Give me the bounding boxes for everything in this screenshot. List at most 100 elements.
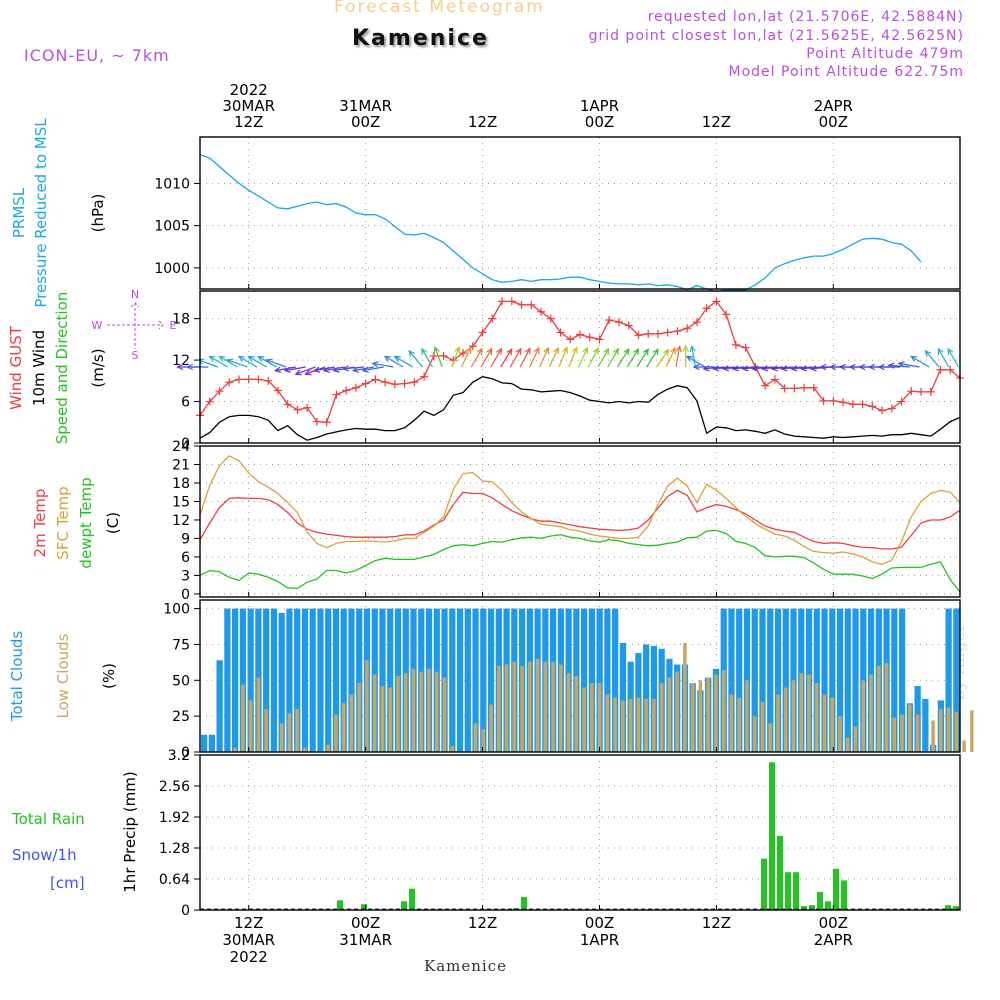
low-clouds-bar	[559, 664, 563, 752]
total-clouds-bar	[309, 608, 316, 752]
low-clouds-bar	[752, 716, 757, 752]
gust-marker	[478, 328, 487, 337]
bottom-time-label: 00Z	[351, 914, 380, 932]
wind-arrow-head	[887, 362, 895, 369]
temp-2m-label: 2m Temp	[31, 489, 49, 558]
forecast-title: Forecast Meteogram	[334, 0, 545, 17]
sfc-temp-line	[199, 455, 961, 565]
wind-arrow-head	[623, 348, 630, 356]
gust-marker	[517, 300, 526, 309]
precip-y-tick-label: 2.56	[159, 779, 190, 795]
total-clouds-bar	[774, 608, 782, 752]
gust-marker	[400, 379, 409, 388]
wind-arrow-head	[909, 355, 918, 362]
total-clouds-bar	[759, 608, 766, 752]
low-clouds-bar	[566, 673, 571, 752]
gust-marker	[576, 330, 584, 339]
wind-arrow-shaft	[314, 366, 336, 372]
wind-direction-arrow	[597, 347, 610, 368]
wind-direction-arrow	[947, 347, 960, 368]
wind-arrow-shaft	[539, 347, 549, 368]
total-clouds-bar	[379, 608, 386, 752]
wind-direction-arrow	[408, 349, 424, 368]
wind-arrow-shaft	[898, 362, 920, 368]
wind-arrow-shaft	[691, 346, 697, 368]
rain-bar	[793, 872, 799, 910]
low-clouds-bar	[520, 665, 524, 752]
wind-arrow-shaft	[888, 364, 910, 368]
low-clouds-bar	[706, 677, 710, 752]
low-clouds-bar	[714, 674, 718, 752]
wind-arrow-head	[185, 363, 193, 371]
wind-arrow-shaft	[323, 366, 345, 372]
wind-arrow-head	[247, 355, 255, 362]
rain-bar	[801, 906, 807, 910]
wind-arrow-shaft	[686, 355, 706, 368]
gust-marker	[264, 376, 273, 385]
gust-marker	[459, 349, 468, 358]
grid-point-coords: grid point closest lon,lat (21.5625E, 42…	[588, 28, 964, 44]
gust-marker	[351, 383, 360, 392]
rain-bar	[409, 888, 415, 910]
rain-bar	[361, 904, 367, 910]
gust-marker	[507, 297, 516, 306]
low-clouds-bar	[295, 708, 299, 752]
wind-direction-arrow	[924, 349, 940, 368]
low-clouds-bar	[628, 698, 633, 752]
gust-marker	[283, 400, 292, 409]
low-clouds-bar	[768, 723, 772, 752]
wind-arrow-head	[592, 347, 599, 355]
rain-bar	[777, 835, 783, 910]
temperature-y-tick-label: 12	[172, 513, 190, 529]
wind-arrow-head	[433, 345, 440, 354]
gust-marker	[234, 375, 243, 384]
low-clouds-bar	[799, 673, 803, 752]
wind-arrow-shaft	[937, 348, 950, 368]
total-clouds-bar	[604, 608, 611, 752]
total-clouds-bar	[922, 698, 929, 752]
wind-direction-arrow	[646, 348, 659, 368]
wind-arrow-head	[937, 347, 944, 355]
wind-arrow-head	[682, 344, 689, 352]
pressure-reduced-to-msl-line	[199, 154, 922, 293]
top-time-label: 12Z	[702, 113, 731, 131]
rain-label: Total Rain	[11, 810, 85, 828]
clouds-unit-label: (%)	[100, 663, 118, 689]
wind-arrow-head	[208, 355, 216, 362]
low-clouds-bar	[946, 707, 951, 752]
total-clouds-bar	[472, 608, 479, 752]
gust-marker	[761, 381, 770, 390]
wind-arrow-shaft	[451, 347, 460, 368]
top-time-label: 2APR	[814, 97, 853, 115]
low-clouds-bar	[931, 720, 935, 752]
gust-marker	[809, 383, 818, 392]
temperature-y-tick-label: 24	[172, 439, 190, 455]
wind-direction-arrow	[451, 345, 461, 368]
low-clouds-bar	[838, 716, 842, 752]
wind-arrow-shaft	[384, 355, 404, 368]
total-clouds-bar	[325, 608, 332, 752]
wind-direction-arrow	[887, 362, 910, 369]
gust-marker	[303, 403, 312, 412]
low-clouds-bar	[853, 726, 858, 752]
pressure-panel: 1000 1005 1010	[154, 136, 961, 293]
gust-marker	[800, 383, 809, 392]
total-clouds-bar	[728, 608, 735, 752]
temp-sfc-label: SFC Temp	[54, 486, 72, 559]
total-clouds-bar	[588, 608, 596, 752]
wind-direction-arrow	[361, 366, 384, 373]
wind-direction-arrow	[509, 347, 522, 368]
snow-label: Snow/1h	[12, 846, 77, 864]
rain-bar	[945, 905, 951, 910]
wind-direction-arrow	[185, 363, 209, 371]
wind-y-tick-label: 6	[181, 395, 190, 411]
wind-direction-arrow	[655, 348, 670, 368]
gust-marker	[673, 327, 682, 336]
gust-marker	[566, 335, 575, 344]
precip-frame	[199, 754, 961, 911]
wind-direction-arrow	[877, 363, 901, 371]
total-clouds-bar	[239, 608, 247, 752]
wind-arrow-head	[496, 347, 503, 355]
low-clouds-bar	[954, 711, 959, 752]
wind-arrow-head	[476, 347, 483, 355]
